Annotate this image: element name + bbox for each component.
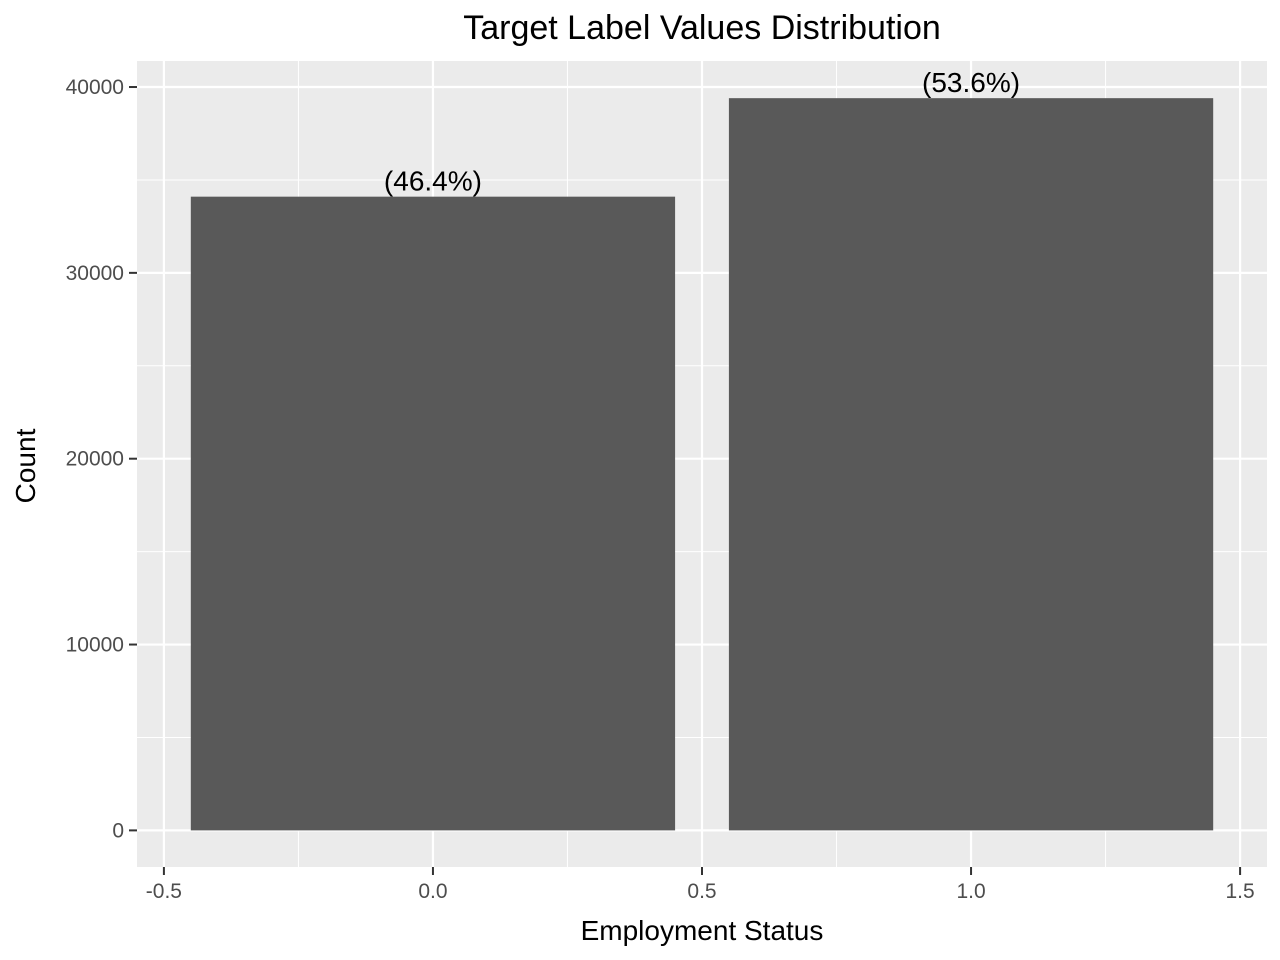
x-tick-label: 0.0: [418, 880, 447, 903]
chart-title: Target Label Values Distribution: [463, 9, 941, 47]
y-axis-title: Count: [10, 428, 41, 503]
bar-data-label: (46.4%): [384, 166, 482, 197]
y-tick-label: 20000: [66, 448, 124, 471]
bar-labels: (46.4%) (53.6%): [384, 67, 1020, 196]
y-tick-label: 10000: [66, 634, 124, 657]
y-tick-label: 40000: [66, 76, 124, 99]
bar-data-label: (53.6%): [922, 67, 1020, 98]
x-axis-title: Employment Status: [581, 915, 824, 946]
bar: [728, 98, 1214, 831]
y-tick-label: 30000: [66, 262, 124, 285]
y-tick-label: 0: [112, 819, 124, 842]
y-axis: 0 10000 20000 30000 40000: [66, 76, 137, 842]
bar: [190, 196, 676, 831]
bars: [190, 98, 1214, 831]
x-tick-label: -0.5: [146, 880, 182, 903]
x-axis: -0.5 0.0 0.5 1.0 1.5: [146, 867, 1255, 903]
x-tick-label: 1.0: [956, 880, 985, 903]
x-tick-label: 0.5: [687, 880, 716, 903]
x-tick-label: 1.5: [1225, 880, 1254, 903]
